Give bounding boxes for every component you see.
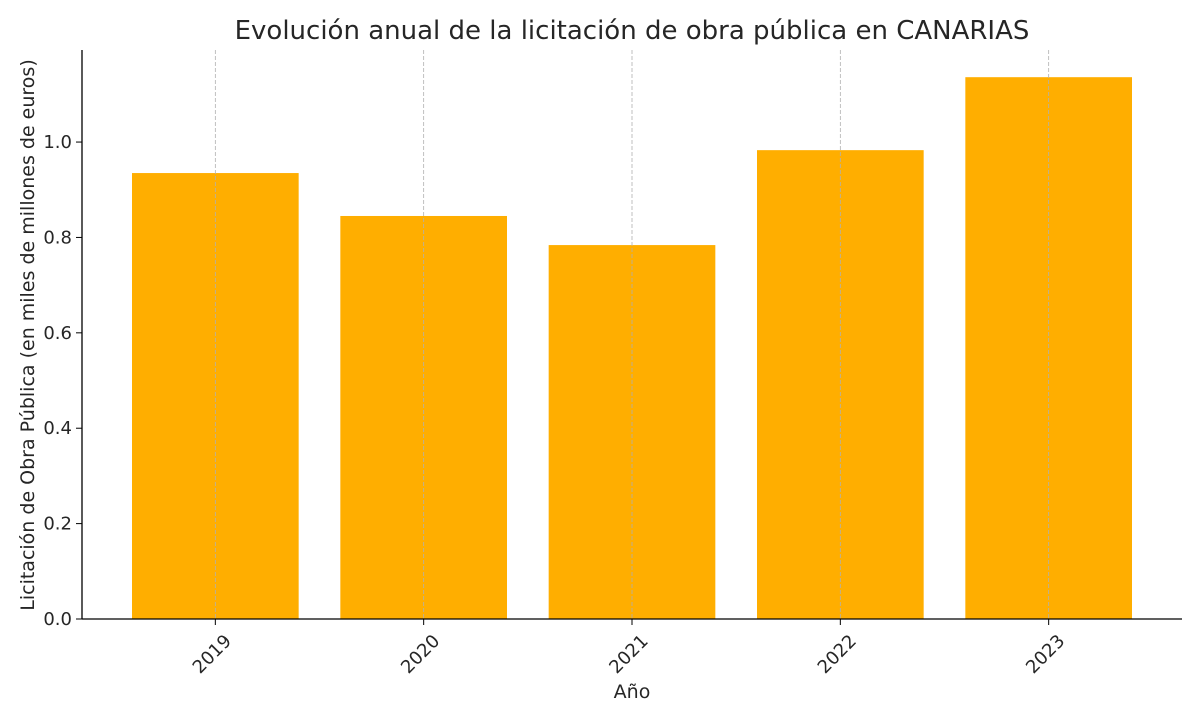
x-tick-label: 2019 <box>189 631 236 678</box>
y-tick-label: 0.6 <box>43 323 72 344</box>
x-tick-label: 2023 <box>1022 631 1069 678</box>
y-tick-label: 0.8 <box>43 227 72 248</box>
x-tick-label: 2020 <box>397 631 444 678</box>
x-tick-label: 2021 <box>605 631 652 678</box>
y-tick-label: 0.2 <box>43 514 72 535</box>
chart-title: Evolución anual de la licitación de obra… <box>235 16 1030 46</box>
y-tick-label: 0.4 <box>43 418 72 439</box>
bar-2022 <box>757 150 924 620</box>
y-tick-label: 1.0 <box>43 132 72 153</box>
y-axis-label: Licitación de Obra Pública (en miles de … <box>17 59 39 610</box>
x-axis-label: Año <box>614 681 651 703</box>
x-tick-label: 2022 <box>814 631 861 678</box>
y-tick-label: 0.0 <box>43 609 72 630</box>
